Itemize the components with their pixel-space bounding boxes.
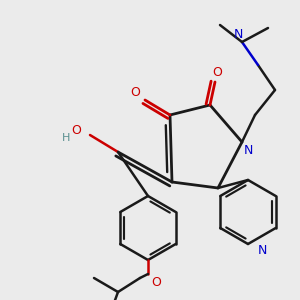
Text: O: O — [151, 275, 161, 289]
Text: N: N — [233, 28, 243, 40]
Text: O: O — [130, 85, 140, 98]
Text: H: H — [62, 133, 70, 143]
Text: N: N — [243, 143, 253, 157]
Text: O: O — [71, 124, 81, 137]
Text: N: N — [257, 244, 267, 256]
Text: O: O — [212, 65, 222, 79]
